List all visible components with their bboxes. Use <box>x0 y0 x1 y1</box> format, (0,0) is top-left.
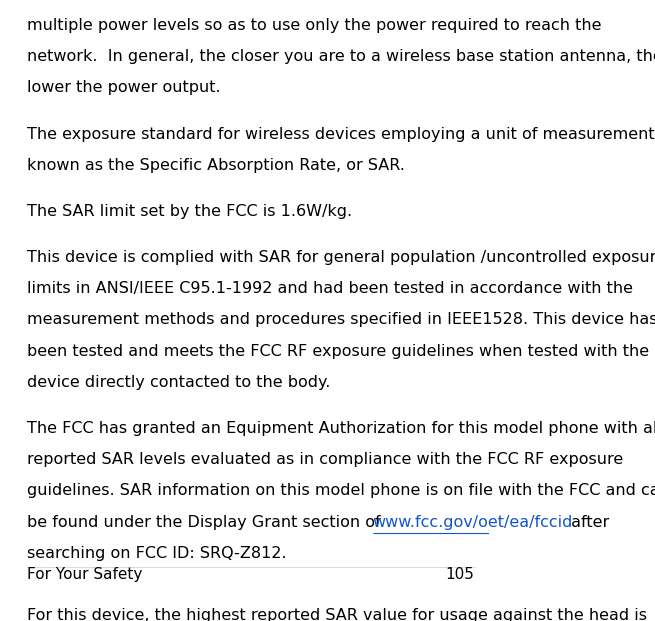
Text: been tested and meets the FCC RF exposure guidelines when tested with the: been tested and meets the FCC RF exposur… <box>27 343 649 359</box>
Text: The SAR limit set by the FCC is 1.6W/kg.: The SAR limit set by the FCC is 1.6W/kg. <box>27 204 352 219</box>
Text: measurement methods and procedures specified in IEEE1528. This device has: measurement methods and procedures speci… <box>27 312 655 327</box>
Text: device directly contacted to the body.: device directly contacted to the body. <box>27 375 330 390</box>
Text: known as the Specific Absorption Rate, or SAR.: known as the Specific Absorption Rate, o… <box>27 158 405 173</box>
Text: network.  In general, the closer you are to a wireless base station antenna, the: network. In general, the closer you are … <box>27 49 655 64</box>
Text: be found under the Display Grant section of: be found under the Display Grant section… <box>27 515 386 530</box>
Text: For Your Safety: For Your Safety <box>27 567 142 582</box>
Text: 105: 105 <box>445 567 474 582</box>
Text: The exposure standard for wireless devices employing a unit of measurement is: The exposure standard for wireless devic… <box>27 127 655 142</box>
Text: limits in ANSI/IEEE C95.1-1992 and had been tested in accordance with the: limits in ANSI/IEEE C95.1-1992 and had b… <box>27 281 633 296</box>
Text: multiple power levels so as to use only the power required to reach the: multiple power levels so as to use only … <box>27 18 601 33</box>
Text: www.fcc.gov/oet/ea/fccid: www.fcc.gov/oet/ea/fccid <box>373 515 573 530</box>
Text: reported SAR levels evaluated as in compliance with the FCC RF exposure: reported SAR levels evaluated as in comp… <box>27 452 623 467</box>
Text: guidelines. SAR information on this model phone is on file with the FCC and can: guidelines. SAR information on this mode… <box>27 483 655 499</box>
Text: For this device, the highest reported SAR value for usage against the head is: For this device, the highest reported SA… <box>27 607 647 621</box>
Text: The FCC has granted an Equipment Authorization for this model phone with all: The FCC has granted an Equipment Authori… <box>27 421 655 436</box>
Text: This device is complied with SAR for general population /uncontrolled exposure: This device is complied with SAR for gen… <box>27 250 655 265</box>
Text: after: after <box>566 515 609 530</box>
Text: lower the power output.: lower the power output. <box>27 80 221 96</box>
Text: searching on FCC ID: SRQ-Z812.: searching on FCC ID: SRQ-Z812. <box>27 546 286 561</box>
